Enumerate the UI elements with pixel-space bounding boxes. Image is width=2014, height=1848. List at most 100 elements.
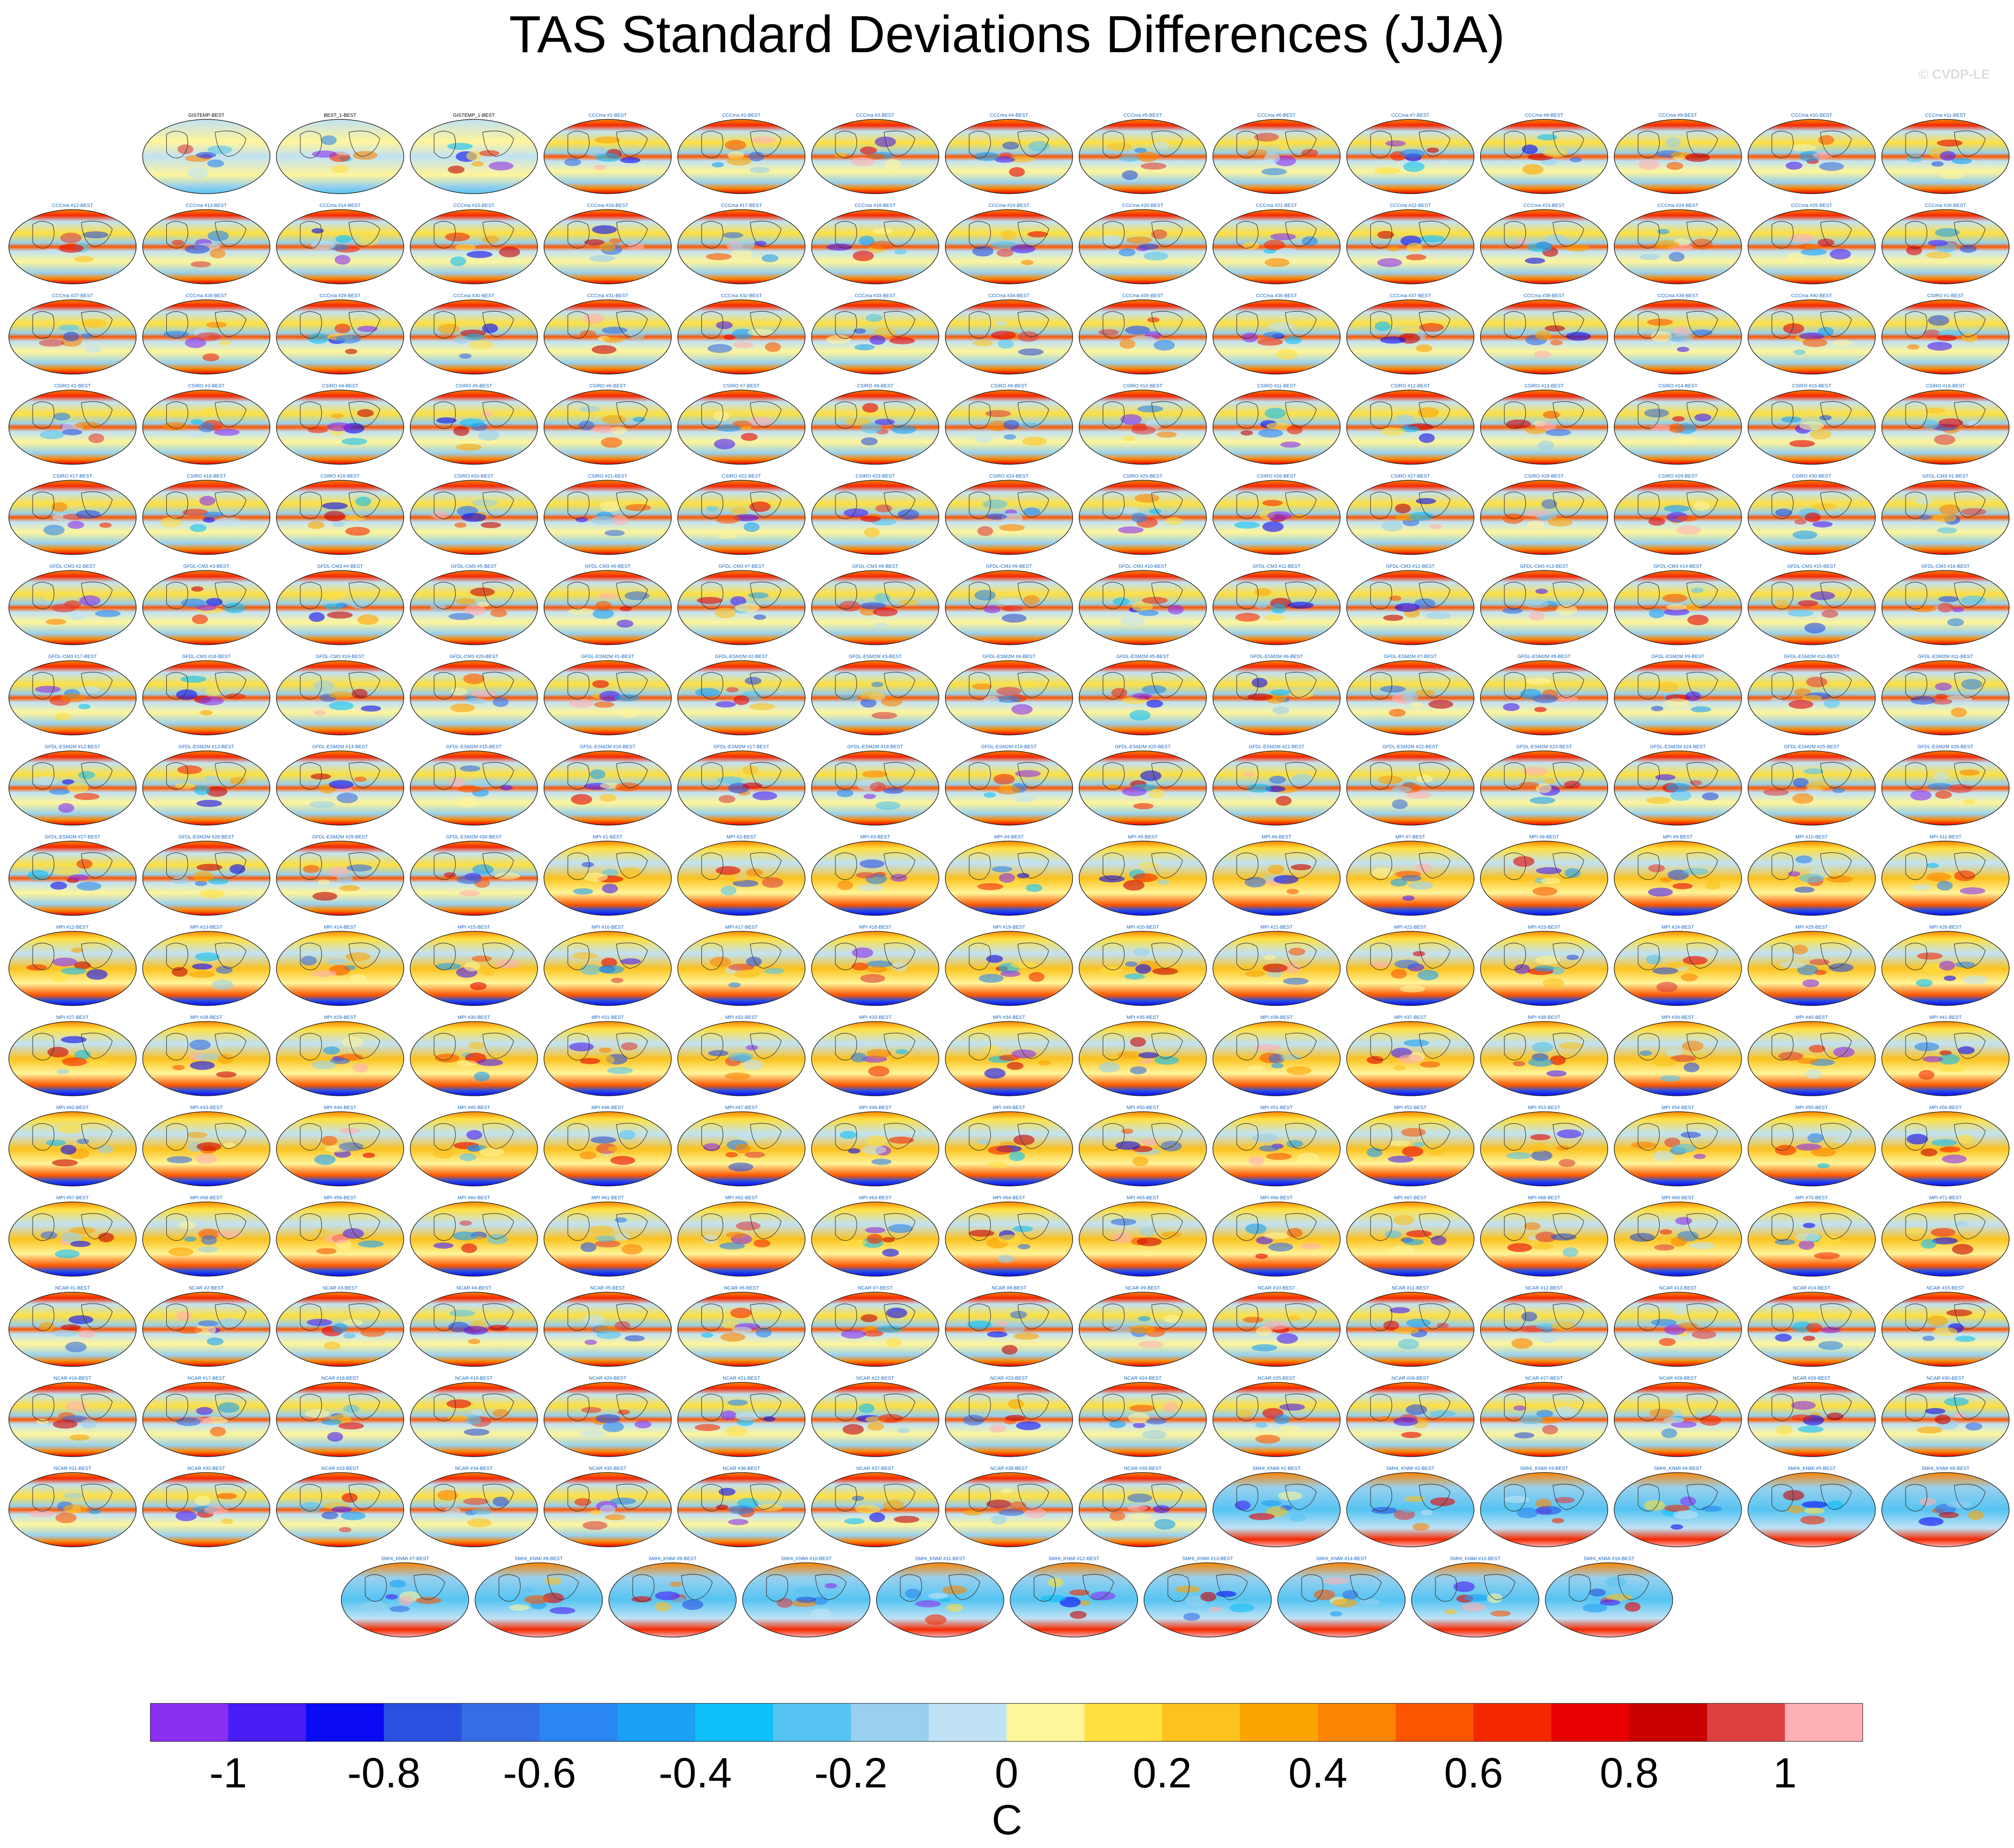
anomaly-blob	[1670, 1055, 1696, 1062]
panel-title: MPI #37-BEST	[1394, 1015, 1427, 1020]
anomaly-blob	[1406, 792, 1432, 799]
anomaly-blob	[1801, 695, 1822, 701]
map-panel: GFDL-ESM2M #17-BEST	[677, 744, 806, 826]
anomaly-blob	[1704, 880, 1721, 890]
anomaly-blob	[184, 1236, 197, 1242]
coastline	[348, 311, 380, 337]
coastline	[300, 1033, 322, 1060]
panel-title: CCCma #24-BEST	[1658, 203, 1699, 208]
coastline	[1954, 401, 1986, 428]
panel-title: SMHI_KNMI #1-BEST	[1252, 1466, 1301, 1471]
anomaly-blob	[972, 246, 994, 257]
coastline	[701, 852, 724, 880]
anomaly-blob	[463, 1326, 488, 1335]
coastline	[1504, 311, 1526, 339]
anomaly-blob	[1527, 243, 1552, 252]
panel-title: MPI #7-BEST	[1395, 834, 1425, 840]
anomaly-blob	[1791, 1401, 1816, 1410]
panel-title: CSIRO #11-BEST	[1257, 383, 1296, 389]
coastline	[433, 311, 456, 339]
anomaly-blob	[1130, 1066, 1147, 1075]
anomaly-blob	[210, 1427, 226, 1437]
anomaly-blob	[1513, 1405, 1526, 1411]
anomaly-blob	[1546, 1070, 1567, 1077]
panel-title: MPI #6-BEST	[1262, 834, 1292, 840]
coastline	[701, 672, 724, 700]
anomaly-blob	[862, 1145, 887, 1155]
anomaly-blob	[1366, 1147, 1382, 1157]
anomaly-blob	[1543, 978, 1564, 989]
anomaly-blob	[1606, 1594, 1632, 1601]
map-panel: NCAR #29-BEST	[1747, 1376, 1876, 1457]
coastline	[1103, 1213, 1125, 1241]
anomaly-blob	[632, 417, 645, 422]
coastline	[81, 311, 113, 337]
panel-title: GFDL-CM3 #7-BEST	[719, 564, 765, 569]
anomaly-blob	[1556, 1145, 1569, 1151]
coastline	[348, 942, 380, 969]
coastline	[300, 1393, 322, 1421]
map-panel: SMHI_KNMI #4-BEST	[1614, 1466, 1742, 1547]
panel-title: MPI #55-BEST	[1796, 1105, 1828, 1110]
coastline	[1103, 130, 1125, 158]
anomaly-blob	[1125, 325, 1150, 335]
panel-title: MPI #43-BEST	[190, 1105, 223, 1110]
panel-title: GFDL-ESM2M #14-BEST	[312, 744, 368, 750]
panel-title: GFDL-CM3 #14-BEST	[1654, 564, 1702, 569]
coastline	[1504, 1484, 1526, 1511]
anomaly-blob	[1264, 408, 1286, 419]
anomaly-blob	[1258, 429, 1283, 438]
anomaly-blob	[1270, 604, 1287, 614]
anomaly-blob	[464, 961, 480, 972]
anomaly-blob	[463, 1428, 490, 1436]
anomaly-blob	[433, 1242, 454, 1249]
colorbar-swatch	[1396, 1703, 1474, 1741]
coastline	[1954, 221, 1986, 247]
anomaly-blob	[863, 1330, 884, 1337]
anomaly-blob	[754, 241, 767, 246]
panel-title: MPI #58-BEST	[190, 1195, 223, 1201]
coastline	[1370, 1484, 1392, 1511]
anomaly-blob	[1268, 1243, 1293, 1252]
panel-title: MPI #20-BEST	[1126, 925, 1159, 930]
anomaly-blob	[180, 675, 207, 683]
map-panel: CSIRO #11-BEST	[1212, 383, 1341, 465]
anomaly-blob	[1264, 614, 1285, 621]
anomaly-blob	[869, 335, 886, 345]
anomaly-blob	[1800, 1515, 1825, 1525]
anomaly-blob	[466, 151, 482, 161]
anomaly-blob	[824, 1583, 837, 1589]
coastline	[616, 1213, 648, 1240]
anomaly-blob	[1932, 698, 1953, 705]
anomaly-blob	[61, 693, 86, 703]
coastline	[1082, 1574, 1114, 1600]
anomaly-blob	[45, 249, 58, 254]
anomaly-blob	[312, 891, 337, 901]
anomaly-blob	[55, 1249, 80, 1259]
coastline	[1419, 221, 1451, 247]
panel-title: CSIRO #17-BEST	[53, 474, 92, 479]
anomaly-blob	[1290, 864, 1311, 871]
map-panel: NCAR #17-BEST	[142, 1376, 271, 1457]
anomaly-blob	[716, 425, 742, 432]
map-panel: CSIRO #18-BEST	[142, 474, 271, 555]
map-panel: CCCma #20-BEST	[1079, 203, 1207, 284]
anomaly-blob	[1001, 513, 1022, 524]
coastline	[701, 762, 724, 790]
anomaly-blob	[47, 1047, 69, 1058]
anomaly-blob	[455, 244, 476, 251]
map-panel: MPI #56-BEST	[1881, 1105, 2010, 1186]
anomaly-blob	[826, 335, 851, 344]
anomaly-blob	[39, 430, 65, 440]
coastline	[166, 221, 188, 249]
map-panel: SMHI_KNMI #5-BEST	[1747, 1466, 1876, 1547]
coastline	[1954, 582, 1986, 608]
coastline	[1103, 1484, 1125, 1511]
anomaly-blob	[1532, 1042, 1554, 1053]
anomaly-blob	[1804, 512, 1821, 522]
coastline	[1017, 401, 1049, 428]
anomaly-blob	[224, 602, 245, 613]
coastline	[348, 1033, 380, 1059]
anomaly-blob	[1812, 152, 1833, 159]
anomaly-blob	[1789, 440, 1815, 448]
